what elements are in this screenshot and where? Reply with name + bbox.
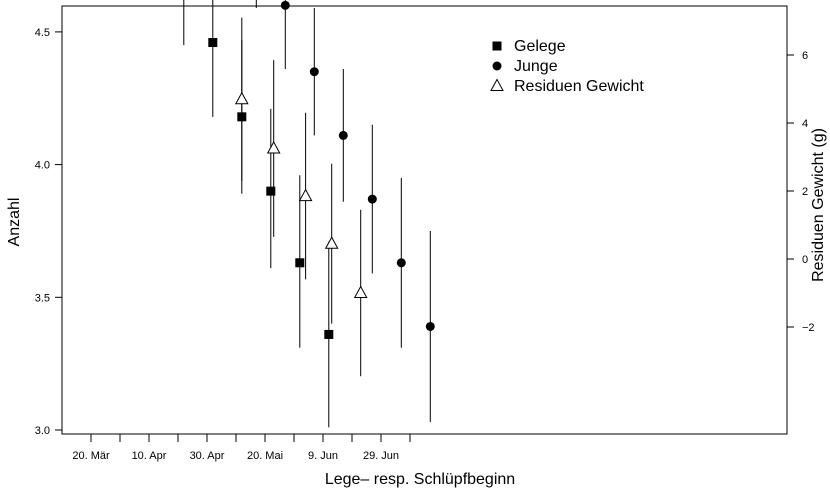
triangle-marker: [324, 236, 339, 249]
triangle-marker: [490, 78, 504, 91]
x-tick-label: 20. Mai: [247, 450, 283, 462]
series-circle: [255, 0, 435, 423]
y-axis-right-title: Residuen Gewicht (g): [810, 128, 827, 282]
circle-marker: [396, 258, 406, 268]
triangle-marker: [353, 285, 368, 298]
triangle-marker: [234, 91, 249, 105]
legend-label: Residuen Gewicht: [514, 78, 644, 95]
y-axis-title: Anzahl: [6, 198, 23, 247]
square-marker: [208, 38, 218, 48]
y-tick-label: 4.5: [35, 27, 50, 39]
y-axis-right: −2 0 2 4 6: [787, 50, 815, 334]
square-marker: [324, 329, 334, 339]
series-square: [183, 0, 334, 428]
y-axis-left: 3.03.54.04.55.05.56.0: [35, 27, 62, 437]
x-axis-title: Lege– resp. Schlüpfbeginn: [325, 471, 515, 488]
y-tick-label: 3.0: [35, 425, 50, 437]
square-marker: [266, 186, 276, 196]
circle-marker: [338, 130, 348, 140]
triangle-marker: [266, 140, 281, 154]
y-tick-label: 3.5: [35, 292, 50, 304]
x-tick-label: 29. Jun: [363, 450, 399, 462]
y-right-tick-label: 2: [802, 186, 808, 198]
legend-label: Junge: [514, 58, 558, 75]
x-axis: 20. Mär 10. Apr 30. Apr 20. Mai 9. Jun 29. Ju…: [72, 434, 411, 462]
plot-frame: [61, 5, 788, 435]
square-marker: [295, 258, 305, 268]
circle-marker: [280, 0, 290, 10]
series-triangle: [234, 17, 368, 377]
legend-label: Gelege: [514, 38, 566, 55]
circle-marker: [425, 321, 435, 331]
y-right-tick-label: 6: [802, 50, 808, 62]
y-right-tick-label: 0: [802, 254, 808, 266]
circle-marker: [367, 194, 377, 204]
circle-marker: [309, 67, 319, 77]
legend: Gelege Junge Residuen Gewicht: [490, 38, 644, 95]
x-tick-label: 30. Apr: [190, 450, 225, 462]
y-right-tick-label: −2: [802, 322, 815, 334]
series-layer: [183, 0, 435, 428]
triangle-marker: [298, 188, 313, 202]
x-tick-label: 10. Apr: [132, 450, 167, 462]
y-tick-label: 4.0: [35, 160, 50, 172]
x-tick-label: 9. Jun: [308, 450, 338, 462]
square-marker: [492, 41, 502, 51]
x-tick-label: 20. Mär: [72, 450, 110, 462]
circle-marker: [492, 61, 502, 71]
y-right-tick-label: 4: [802, 118, 808, 130]
